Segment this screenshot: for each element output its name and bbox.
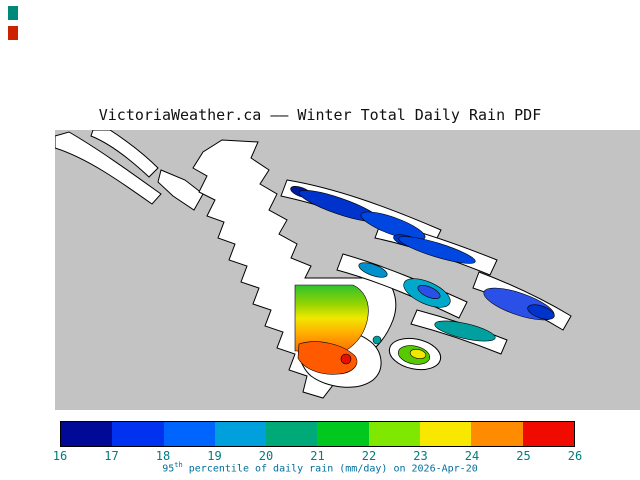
island-chain1-b bbox=[360, 211, 426, 241]
colorbar-segment bbox=[112, 422, 164, 446]
colorbar-segment bbox=[420, 422, 472, 446]
island-teal-small bbox=[358, 262, 388, 278]
island-teal-lower bbox=[434, 320, 496, 342]
corner-glyph-1 bbox=[8, 6, 18, 20]
island-chain2 bbox=[398, 236, 476, 264]
colorbar-tick-label: 20 bbox=[258, 449, 274, 463]
colorbar-tick-label: 17 bbox=[104, 449, 119, 463]
colorbar-tick-label: 22 bbox=[361, 449, 377, 463]
colorbar-segment bbox=[61, 422, 113, 446]
coastal-wedge bbox=[157, 169, 204, 211]
colorbar-segment bbox=[214, 422, 267, 446]
data-islands bbox=[290, 186, 555, 375]
data-region-square bbox=[294, 284, 369, 352]
corner-glyph-2 bbox=[8, 26, 18, 40]
colorbar-tick-label: 25 bbox=[516, 449, 531, 463]
colorbar-caption: 95th percentile of daily rain (mm/day) o… bbox=[0, 461, 640, 474]
caption-value: 95 bbox=[162, 463, 175, 475]
islet-yellowgreen-core bbox=[409, 348, 427, 360]
colorbar-segment bbox=[368, 422, 421, 446]
colorbar-tick-label: 18 bbox=[155, 449, 171, 463]
inlet-channel-2 bbox=[90, 130, 159, 178]
colorbar-segment bbox=[163, 422, 215, 446]
colorbar-segment bbox=[522, 422, 574, 446]
colorbar-ticks: 16 17 18 19 20 21 22 23 24 25 26 bbox=[53, 449, 582, 463]
colorbar-segment bbox=[317, 422, 369, 446]
colorbar-tick-label: 21 bbox=[310, 449, 325, 463]
colorbar-segment bbox=[266, 422, 318, 446]
colorbar-segment bbox=[471, 422, 523, 446]
figure-title: VictoriaWeather.ca –– Winter Total Daily… bbox=[98, 106, 542, 124]
colorbar-tick-label: 16 bbox=[52, 449, 68, 463]
island-blue-east-edge bbox=[527, 304, 555, 320]
caption-rest: percentile of daily rain (mm/day) on 202… bbox=[182, 463, 478, 475]
blob-orange-south bbox=[297, 341, 358, 375]
island-teal-mid-core bbox=[417, 285, 441, 299]
colorbar-gradient bbox=[60, 421, 575, 447]
islet-teal-dot bbox=[372, 335, 382, 345]
colorbar-tick-label: 23 bbox=[413, 449, 428, 463]
colorbar-tick-label: 24 bbox=[464, 449, 480, 463]
islet-red-dot bbox=[340, 353, 352, 365]
rain-map bbox=[55, 130, 640, 410]
inlet-channel-1 bbox=[55, 131, 162, 205]
caption-superscript: th bbox=[174, 461, 183, 469]
colorbar-tick-label: 26 bbox=[567, 449, 583, 463]
colorbar-tick-label: 19 bbox=[207, 449, 222, 463]
